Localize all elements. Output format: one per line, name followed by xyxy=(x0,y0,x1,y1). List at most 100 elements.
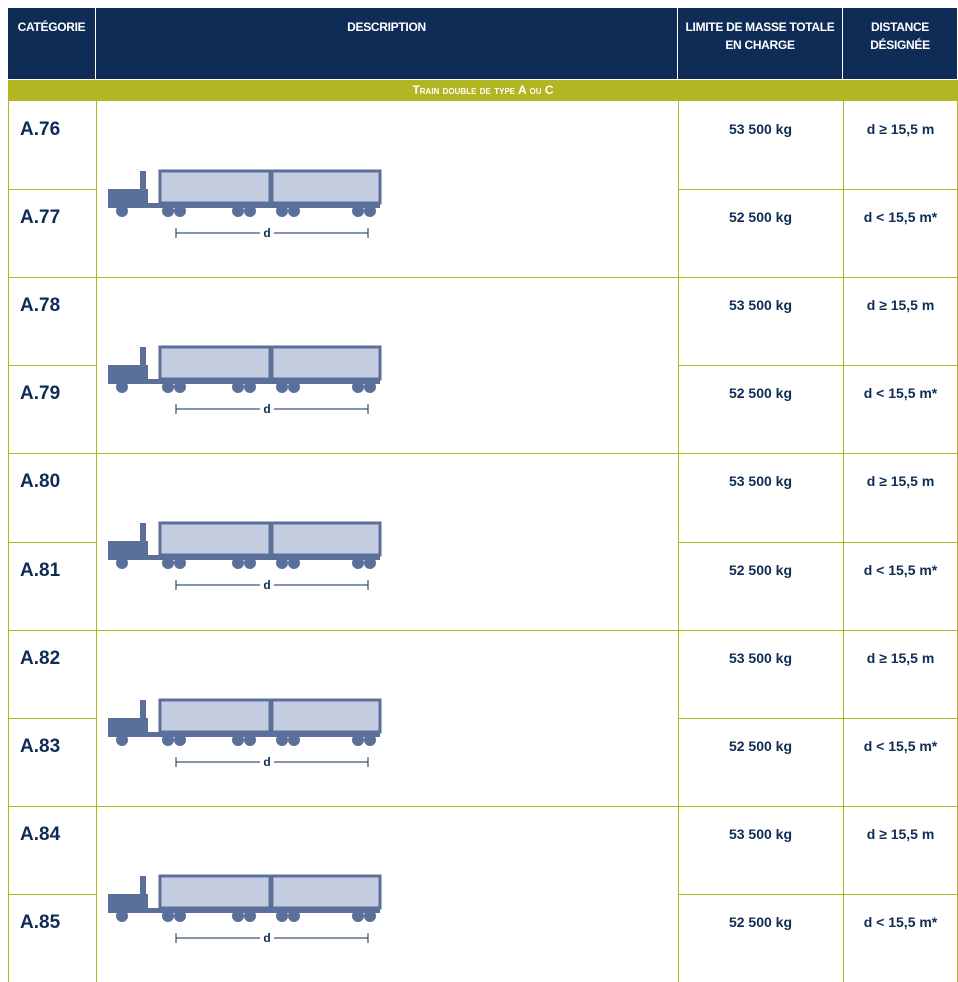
section-title: Train double de type A ou C xyxy=(8,80,958,101)
dimension-label: d xyxy=(263,931,270,945)
trailer xyxy=(270,521,382,557)
column-divider xyxy=(8,101,9,982)
trailer xyxy=(158,169,272,205)
wheel xyxy=(352,381,364,394)
row-divider xyxy=(8,365,96,367)
stack xyxy=(140,875,146,898)
group-divider xyxy=(8,805,958,807)
column-header: DISTANCE DÉSIGNÉE xyxy=(843,8,957,79)
wheel xyxy=(288,733,300,746)
category: A.82 xyxy=(20,647,61,669)
mass: 53 500 kg xyxy=(728,473,793,490)
wheel xyxy=(116,733,128,746)
wheel xyxy=(174,557,186,570)
wheel xyxy=(116,205,128,217)
wheel xyxy=(174,909,186,922)
wheel xyxy=(232,909,244,922)
wheel xyxy=(244,909,256,922)
column-divider xyxy=(843,101,844,982)
group-divider xyxy=(8,453,958,455)
category: A.84 xyxy=(20,823,61,845)
mass: 52 500 kg xyxy=(728,913,793,930)
truck-diagram: d xyxy=(108,874,382,946)
trailer xyxy=(270,345,382,381)
mass: 52 500 kg xyxy=(728,385,793,402)
wheel xyxy=(244,205,256,217)
mass: 53 500 kg xyxy=(728,825,793,842)
mass: 52 500 kg xyxy=(728,561,793,578)
wheel xyxy=(232,205,244,217)
trailer xyxy=(158,698,272,734)
trailer xyxy=(270,169,382,205)
wheel xyxy=(244,733,256,746)
row-divider xyxy=(8,189,96,191)
stack xyxy=(140,171,146,193)
row-divider xyxy=(678,717,958,719)
wheel xyxy=(364,909,376,922)
stack xyxy=(140,347,146,370)
wheel xyxy=(364,205,376,217)
wheel xyxy=(232,733,244,746)
distance: d < 15,5 m* xyxy=(863,737,938,754)
chassis xyxy=(108,555,380,561)
distance: d ≥ 15,5 m xyxy=(866,473,935,490)
wheel xyxy=(162,381,174,394)
wheel xyxy=(276,381,288,394)
trailer xyxy=(158,345,272,381)
column-divider xyxy=(96,101,97,982)
chassis xyxy=(108,379,380,385)
chassis xyxy=(108,907,380,913)
wheel xyxy=(352,205,364,217)
dimension-label: d xyxy=(263,402,270,416)
column-divider xyxy=(678,101,679,982)
wheel xyxy=(162,205,174,217)
wheel xyxy=(116,557,128,570)
cab xyxy=(108,717,148,736)
label-bg xyxy=(260,753,274,770)
group-divider xyxy=(8,277,958,279)
row-divider xyxy=(8,541,96,543)
mass: 52 500 kg xyxy=(728,209,793,226)
chassis xyxy=(108,203,380,208)
wheel xyxy=(276,909,288,922)
wheel xyxy=(162,909,174,922)
wheel xyxy=(364,733,376,746)
distance: d ≥ 15,5 m xyxy=(866,649,935,666)
row-divider xyxy=(678,893,958,895)
dimension-label: d xyxy=(263,755,270,769)
category: A.76 xyxy=(20,119,61,140)
wheel xyxy=(288,381,300,394)
wheel xyxy=(276,205,288,217)
category: A.78 xyxy=(20,295,61,317)
trailer xyxy=(270,698,382,734)
row-divider xyxy=(678,541,958,543)
dimension-label: d xyxy=(263,578,270,592)
category: A.80 xyxy=(20,471,61,493)
chassis xyxy=(108,731,380,737)
wheel xyxy=(288,909,300,922)
group-divider xyxy=(8,629,958,631)
column-header: DESCRIPTION xyxy=(96,8,677,79)
cab xyxy=(108,365,148,384)
distance: d < 15,5 m* xyxy=(863,385,938,402)
trailer xyxy=(270,874,382,910)
distance: d ≥ 15,5 m xyxy=(866,121,935,137)
label-bg xyxy=(260,929,274,946)
truck-diagram: d xyxy=(108,345,382,418)
wheel xyxy=(364,557,376,570)
wheel xyxy=(174,733,186,746)
distance: d < 15,5 m* xyxy=(863,561,938,578)
distance: d ≥ 15,5 m xyxy=(866,297,935,314)
wheel xyxy=(162,733,174,746)
distance: d < 15,5 m* xyxy=(863,209,938,226)
wheel xyxy=(276,557,288,570)
label-bg xyxy=(260,401,274,418)
category: A.77 xyxy=(20,207,61,229)
wheel xyxy=(162,557,174,570)
wheel xyxy=(288,557,300,570)
wheel xyxy=(364,381,376,394)
row-divider xyxy=(8,893,96,895)
dimension-label: d xyxy=(263,226,270,240)
row-divider xyxy=(678,189,958,191)
cab xyxy=(108,541,148,560)
